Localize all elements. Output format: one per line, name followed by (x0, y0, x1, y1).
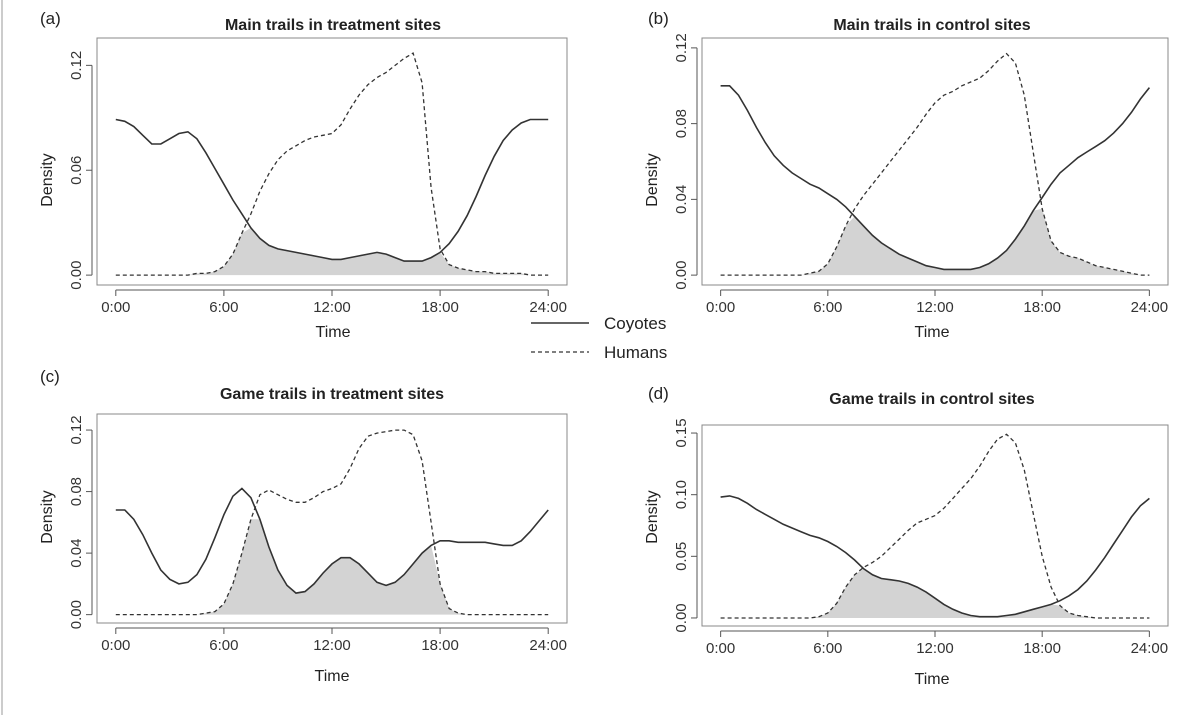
y-axis-label: Density (644, 153, 661, 206)
series-line-coyotes (115, 118, 549, 262)
panel-title: Game trails in control sites (829, 391, 1035, 408)
series-line-coyotes (720, 495, 1150, 618)
panel-b: (b) Main trails in control sites Time De… (644, 9, 1169, 341)
x-tick-label: 24:00 (529, 299, 567, 316)
series-line-humans (115, 52, 549, 276)
x-tick-label: 12:00 (916, 299, 954, 316)
y-tick-label: 0.08 (68, 477, 85, 506)
x-tick-label: 18:00 (1023, 640, 1061, 657)
x-tick-label: 6:00 (813, 299, 842, 316)
legend-label-coyotes: Coyotes (604, 314, 666, 333)
overlap-area (115, 227, 549, 276)
x-tick-label: 0:00 (101, 637, 130, 654)
x-tick-label: 24:00 (1131, 299, 1169, 316)
panel-label: (a) (40, 9, 61, 28)
series-line-humans (115, 429, 549, 616)
y-tick-label: 0.00 (673, 603, 690, 632)
x-tick-label: 6:00 (209, 637, 238, 654)
panel-d: (d) Game trails in control sites Time De… (644, 384, 1169, 688)
series-line-humans (720, 433, 1150, 619)
panel-title: Main trails in treatment sites (225, 17, 441, 34)
x-tick-label: 0:00 (706, 299, 735, 316)
y-tick-label: 0.04 (68, 539, 85, 568)
panel-label: (c) (40, 367, 60, 386)
x-tick-label: 18:00 (1023, 299, 1061, 316)
panel-label: (b) (648, 9, 669, 28)
y-axis-label: Density (39, 490, 56, 543)
legend: Coyotes Humans (531, 314, 667, 362)
x-tick-label: 18:00 (421, 299, 459, 316)
overlap-area (720, 568, 1150, 618)
plot-frame (96, 37, 568, 286)
y-tick-label: 0.00 (68, 261, 85, 290)
y-tick-label: 0.08 (673, 109, 690, 138)
y-tick-label: 0.04 (673, 185, 690, 214)
x-tick-label: 6:00 (209, 299, 238, 316)
y-tick-label: 0.05 (673, 542, 690, 571)
x-tick-label: 12:00 (313, 637, 351, 654)
x-axis-label: Time (915, 671, 950, 688)
y-tick-label: 0.15 (673, 418, 690, 447)
x-tick-label: 6:00 (813, 640, 842, 657)
x-tick-label: 18:00 (421, 637, 459, 654)
y-tick-label: 0.12 (68, 415, 85, 444)
x-axis-label: Time (316, 324, 351, 341)
x-axis-label: Time (315, 668, 350, 685)
x-tick-label: 12:00 (313, 299, 351, 316)
x-axis-label: Time (915, 324, 950, 341)
y-tick-label: 0.00 (68, 600, 85, 629)
series-line-coyotes (115, 487, 549, 594)
y-axis-label: Density (644, 490, 661, 543)
panel-c: (c) Game trails in treatment sites Time … (39, 367, 568, 685)
plot-frame (96, 413, 568, 624)
x-tick-label: 0:00 (706, 640, 735, 657)
panel-label: (d) (648, 384, 669, 403)
y-axis-label: Density (39, 153, 56, 206)
x-tick-label: 12:00 (916, 640, 954, 657)
panel-a: (a) Main trails in treatment sites Time … (39, 9, 568, 341)
overlap-area (720, 208, 1150, 276)
y-tick-label: 0.12 (68, 51, 85, 80)
series-line-humans (720, 52, 1150, 276)
plot-frame (701, 37, 1169, 286)
plot-frame (701, 424, 1169, 627)
overlap-area (115, 519, 549, 615)
x-tick-label: 24:00 (1131, 640, 1169, 657)
series-line-coyotes (720, 85, 1151, 271)
x-tick-label: 0:00 (101, 299, 130, 316)
y-tick-label: 0.12 (673, 33, 690, 62)
x-tick-label: 24:00 (529, 637, 567, 654)
panel-title: Main trails in control sites (833, 17, 1030, 34)
y-tick-label: 0.10 (673, 480, 690, 509)
y-tick-label: 0.06 (68, 156, 85, 185)
panel-title: Game trails in treatment sites (220, 386, 444, 403)
y-tick-label: 0.00 (673, 261, 690, 290)
legend-label-humans: Humans (604, 343, 667, 362)
